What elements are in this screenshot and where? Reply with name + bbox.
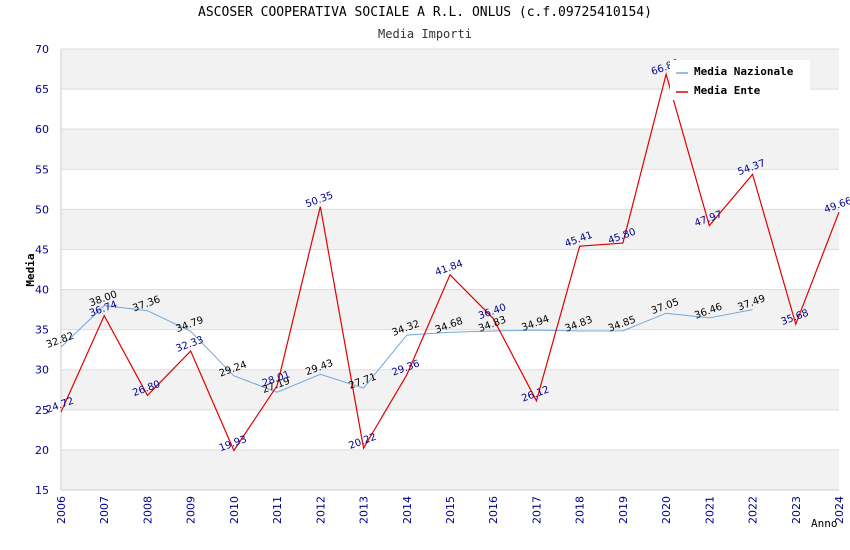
- y-tick-label: 70: [35, 43, 49, 56]
- y-axis-ticks: 15 20 25 30 35 40 45 50 55 60 65 70: [35, 43, 49, 497]
- x-axis-label: Anno: [811, 517, 838, 530]
- y-tick-label: 45: [35, 243, 49, 256]
- x-tick-label: 2012: [314, 496, 327, 524]
- x-tick-label: 2019: [617, 496, 630, 524]
- x-tick-label: 2010: [228, 496, 241, 524]
- y-tick-label: 20: [35, 444, 49, 457]
- grid-band: [61, 209, 839, 250]
- y-tick-label: 60: [35, 123, 49, 136]
- y-tick-label: 55: [35, 163, 49, 176]
- x-tick-label: 2024: [833, 496, 846, 524]
- x-tick-label: 2016: [487, 496, 500, 524]
- x-tick-label: 2007: [98, 496, 111, 524]
- x-tick-label: 2018: [574, 496, 587, 524]
- y-tick-label: 35: [35, 324, 49, 337]
- y-tick-label: 15: [35, 484, 49, 497]
- y-tick-label: 30: [35, 364, 49, 377]
- grid-band: [61, 369, 839, 410]
- series-lines: [60, 71, 840, 452]
- x-tick-label: 2009: [185, 496, 198, 524]
- grid-lines: [60, 48, 839, 491]
- grid-band: [61, 289, 839, 330]
- chart-subtitle: Media Importi: [378, 27, 472, 41]
- x-tick-label: 2015: [444, 496, 457, 524]
- x-tick-label: 2008: [141, 496, 154, 524]
- x-axis-ticks: 2006 2007 2008 2009 2010 2011 2012 2013 2014 2015…: [55, 496, 846, 524]
- series-line-media-nazionale: [60, 305, 753, 393]
- grid-band: [61, 129, 839, 170]
- grid-band: [61, 449, 839, 490]
- grid-bands: [61, 49, 839, 490]
- y-tick-label: 25: [35, 404, 49, 417]
- data-label: 50.35: [304, 190, 335, 210]
- x-tick-label: 2021: [703, 496, 716, 524]
- x-tick-label: 2020: [660, 496, 673, 524]
- y-tick-label: 65: [35, 83, 49, 96]
- y-tick-label: 50: [35, 203, 49, 216]
- data-label: 20.22: [347, 432, 378, 452]
- data-label: 32.82: [45, 331, 76, 351]
- data-label: 24.72: [45, 396, 76, 416]
- legend-label-media-ente: Media Ente: [694, 84, 761, 97]
- series-line-media-ente: [60, 71, 840, 452]
- x-tick-label: 2017: [530, 496, 543, 524]
- x-tick-label: 2014: [401, 496, 414, 524]
- legend-background: [670, 60, 810, 100]
- x-tick-label: 2006: [55, 496, 68, 524]
- x-tick-label: 2023: [790, 496, 803, 524]
- y-tick-label: 40: [35, 284, 49, 297]
- chart-title: ASCOSER COOPERATIVA SOCIALE A R.L. ONLUS…: [198, 5, 652, 20]
- legend: Media Nazionale Media Ente: [670, 60, 810, 100]
- x-tick-label: 2011: [271, 496, 284, 524]
- x-tick-label: 2022: [747, 496, 760, 524]
- y-axis-label: Media: [24, 253, 37, 286]
- legend-label-media-nazionale: Media Nazionale: [694, 65, 794, 78]
- x-tick-label: 2013: [358, 496, 371, 524]
